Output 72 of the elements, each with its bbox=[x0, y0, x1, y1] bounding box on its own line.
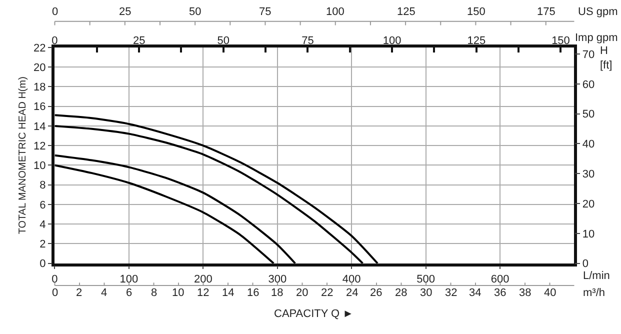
y-tick-label: 10 bbox=[34, 160, 46, 172]
text: 0 bbox=[52, 287, 58, 299]
text: m³/h bbox=[583, 287, 605, 299]
y-tick-label: 12 bbox=[34, 140, 46, 152]
y-tick-label: 22 bbox=[34, 42, 46, 54]
text: 30 bbox=[420, 287, 432, 299]
x-tick-label: 300 bbox=[268, 273, 287, 286]
text: 36 bbox=[494, 287, 506, 299]
text: 2 bbox=[76, 287, 82, 299]
x-tick-label: 200 bbox=[194, 273, 212, 286]
text: 50 bbox=[189, 6, 202, 18]
text: 34 bbox=[469, 287, 482, 299]
text: 0 bbox=[52, 6, 58, 18]
x2-tick-label: 150 bbox=[552, 35, 570, 48]
y2-tick-label: 30 bbox=[582, 168, 595, 180]
text: 32 bbox=[445, 287, 458, 299]
text: 18 bbox=[271, 287, 284, 299]
text: 175 bbox=[537, 6, 556, 18]
y2-tick-label: 60 bbox=[582, 78, 595, 91]
text: CAPACITY Q ► bbox=[274, 308, 354, 320]
text: 22 bbox=[321, 287, 334, 299]
text: 24 bbox=[346, 287, 358, 299]
x-tick-label: 400 bbox=[342, 273, 361, 286]
x-tick-label: 0 bbox=[52, 273, 58, 286]
x-tick-label: 100 bbox=[120, 273, 138, 286]
text: 12 bbox=[197, 287, 210, 299]
y2-tick-label: 40 bbox=[582, 138, 595, 151]
x2-tick-label: 75 bbox=[302, 35, 314, 48]
line-series bbox=[54, 164, 275, 264]
text: 75 bbox=[259, 6, 272, 18]
y-tick-label: 8 bbox=[40, 180, 46, 192]
y-tick-label: 14 bbox=[34, 120, 46, 133]
text: 10 bbox=[172, 287, 184, 299]
line-series bbox=[54, 154, 296, 264]
text: 16 bbox=[247, 287, 260, 299]
y2-tick-label: 50 bbox=[582, 108, 595, 121]
y2-axis-title: H [ft] bbox=[600, 45, 612, 72]
text: 38 bbox=[519, 287, 532, 299]
x-tick-label: 600 bbox=[490, 273, 510, 286]
text: 6 bbox=[126, 287, 132, 299]
y2-tick-label: 10 bbox=[582, 228, 595, 240]
y2-tick-label: 20 bbox=[582, 198, 595, 210]
text: US gpm bbox=[578, 6, 618, 18]
text: 150 bbox=[467, 6, 486, 18]
text: 25 bbox=[119, 6, 132, 18]
x2-tick-label: 100 bbox=[382, 35, 402, 48]
text: 28 bbox=[395, 287, 408, 299]
y2-tick-label: 0 bbox=[582, 258, 589, 270]
y-tick-label: 0 bbox=[40, 258, 46, 270]
y-tick-label: 2 bbox=[40, 238, 46, 251]
x-axis-title: L/min bbox=[583, 270, 610, 282]
x2-tick-label: 125 bbox=[467, 35, 486, 48]
text: 100 bbox=[326, 6, 344, 18]
text: 26 bbox=[370, 287, 382, 299]
y-tick-label: 6 bbox=[40, 199, 46, 212]
x2-tick-label: 50 bbox=[217, 35, 230, 48]
text: 4 bbox=[101, 287, 108, 299]
y-tick-label: 16 bbox=[34, 101, 46, 114]
y2-tick-label: 70 bbox=[582, 48, 595, 61]
x2-tick-label: 25 bbox=[132, 35, 146, 48]
x2-axis-title: Imp gpm bbox=[575, 32, 618, 44]
text: 40 bbox=[544, 287, 556, 299]
text: 8 bbox=[151, 287, 158, 299]
y-tick-label: 4 bbox=[40, 218, 46, 231]
x-tick-label: 500 bbox=[416, 273, 435, 286]
x2-tick-label: 0 bbox=[52, 35, 58, 48]
text: 14 bbox=[222, 287, 234, 299]
y-tick-label: 20 bbox=[34, 62, 46, 74]
text: 125 bbox=[397, 6, 416, 18]
y-tick-label: 18 bbox=[34, 82, 46, 94]
y-axis-title: TOTAL MANOMETRIC HEAD H(m) bbox=[18, 76, 29, 234]
text: 20 bbox=[296, 287, 308, 299]
